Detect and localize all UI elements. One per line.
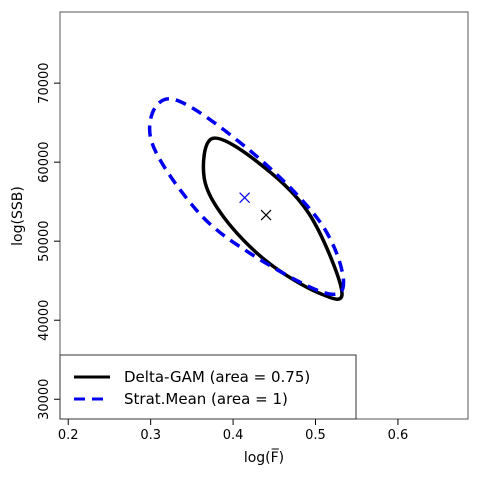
y-tick-label: 50000: [37, 221, 52, 262]
y-axis-title: log(SSB): [10, 186, 26, 246]
x-axis-title: log(F̅): [244, 448, 284, 466]
x-tick-label: 0.5: [305, 428, 326, 443]
legend-label: Delta-GAM (area = 0.75): [124, 368, 310, 386]
legend: Delta-GAM (area = 0.75) Strat.Mean (area …: [59, 354, 357, 420]
x-tick-label: 0.4: [223, 428, 244, 443]
y-tick-label: 30000: [37, 379, 52, 420]
legend-label: Strat.Mean (area = 1): [124, 390, 288, 408]
center-marker-strat-mean-area-1: [239, 192, 251, 204]
x-tick-label: 0.2: [58, 428, 79, 443]
x-tick-label: 0.3: [140, 428, 161, 443]
confidence-ellipse-strat-mean-area-1: [147, 97, 346, 297]
y-tick-label: 60000: [37, 141, 52, 182]
x-tick-label: 0.6: [388, 428, 409, 443]
y-tick-label: 70000: [37, 62, 52, 103]
y-tick-label: 40000: [37, 300, 52, 341]
center-marker-delta-gam-area-0-75: [260, 209, 272, 221]
plot-area: [147, 97, 346, 301]
legend-box: [59, 354, 357, 420]
confidence-ellipse-delta-gam-area-0-75: [201, 136, 344, 301]
axes: 0.2 0.3 0.4 0.5 0.6 30000 40000 50000 60000 70000: [37, 62, 408, 443]
